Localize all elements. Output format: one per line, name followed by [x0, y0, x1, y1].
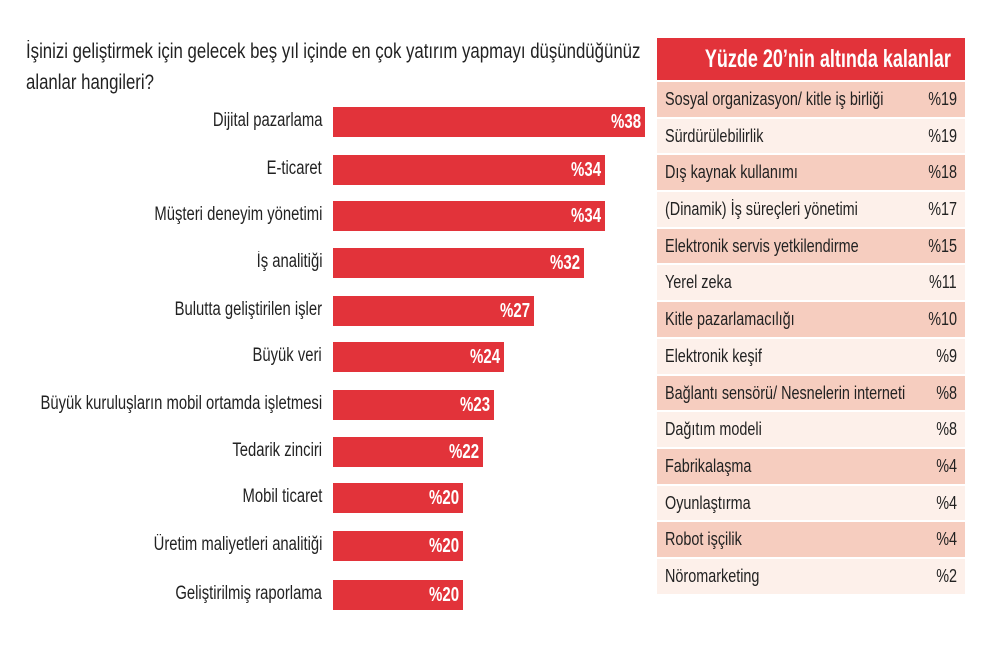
- data-label: %34: [570, 159, 601, 181]
- data-label: %38: [611, 111, 642, 133]
- bar-row: E-ticaret %34: [0, 155, 650, 185]
- under-20-panel: Yüzde 20’nin altında kalanlar Sosyal org…: [657, 38, 965, 594]
- category-label: Müşteri deneyim yönetimi: [153, 204, 322, 225]
- bar-row: Dijital pazarlama %38: [0, 107, 650, 137]
- chart-title: İşinizi geliştirmek için gelecek beş yıl…: [26, 40, 641, 94]
- row-name: Nöromarketing: [665, 565, 760, 586]
- panel-row: Nöromarketing %2: [657, 558, 965, 594]
- row-value: %11: [929, 272, 957, 293]
- row-value: %9: [936, 345, 957, 366]
- row-value: %4: [936, 455, 957, 476]
- bar-row: İş analitiği %32: [0, 248, 650, 278]
- bar-row: Bulutta geliştirilen işler %27: [0, 296, 650, 326]
- panel-row: Robot işçilik %4: [657, 522, 965, 557]
- bar: %34: [333, 201, 605, 231]
- panel-row: Sosyal organizasyon/ kitle iş birliği %19: [657, 82, 965, 117]
- data-label: %32: [550, 252, 581, 274]
- bar: %32: [333, 248, 585, 278]
- bar: %20: [333, 531, 464, 561]
- data-label: %34: [570, 205, 601, 227]
- category-label: Büyük kuruluşların mobil ortamda işletme…: [40, 393, 322, 414]
- panel-row: Dağıtım modeli %8: [657, 412, 965, 447]
- panel-title: Yüzde 20’nin altında kalanlar: [704, 45, 951, 73]
- bar: %27: [333, 296, 534, 326]
- data-label: %23: [459, 394, 490, 416]
- row-name: Fabrikalaşma: [665, 455, 752, 476]
- row-value: %19: [928, 89, 957, 109]
- row-value: %15: [928, 235, 957, 256]
- bar: %23: [333, 390, 494, 420]
- row-name: Sürdürülebilirlik: [665, 125, 764, 146]
- row-name: Robot işçilik: [665, 529, 742, 550]
- bar-row: Büyük veri %24: [0, 342, 650, 372]
- row-value: %4: [936, 529, 957, 550]
- panel-row: Dış kaynak kullanımı %18: [657, 155, 965, 191]
- row-value: %8: [936, 419, 957, 440]
- panel-row: Bağlantı sensörü/ Nesnelerin interneti %8: [657, 375, 965, 411]
- row-value: %2: [936, 565, 957, 586]
- bar: %38: [333, 107, 646, 137]
- data-label: %20: [429, 535, 460, 557]
- bar: %20: [333, 483, 464, 513]
- row-name: Elektronik servis yetkilendirme: [665, 235, 859, 256]
- row-value: %10: [928, 309, 957, 330]
- data-label: %24: [469, 346, 500, 368]
- category-label: Tedarik zinciri: [232, 440, 322, 461]
- bar-row: Müşteri deneyim yönetimi %34: [0, 201, 650, 231]
- bar: %20: [333, 580, 464, 610]
- category-label: E-ticaret: [266, 158, 322, 179]
- bar-row: Büyük kuruluşların mobil ortamda işletme…: [0, 390, 650, 420]
- row-value: %17: [928, 199, 957, 220]
- panel-row: Oyunlaştırma %4: [657, 485, 965, 521]
- row-name: Kitle pazarlamacılığı: [665, 309, 795, 330]
- bar: %22: [333, 437, 484, 467]
- row-name: Bağlantı sensörü/ Nesnelerin interneti: [665, 382, 906, 403]
- category-label: Dijital pazarlama: [212, 110, 322, 131]
- data-label: %22: [449, 441, 480, 463]
- category-label: Bulutta geliştirilen işler: [174, 299, 322, 320]
- row-value: %4: [936, 492, 957, 513]
- panel-row: (Dinamik) İş süreçleri yönetimi %17: [657, 192, 965, 227]
- panel-row: Elektronik servis yetkilendirme %15: [657, 228, 965, 264]
- row-name: Elektronik keşif: [665, 345, 762, 366]
- bar-row: Geliştirilmiş raporlama %20: [0, 580, 650, 610]
- data-label: %20: [429, 487, 460, 509]
- panel-row: Elektronik keşif %9: [657, 338, 965, 374]
- row-value: %18: [928, 162, 957, 183]
- panel-row: Yerel zeka %11: [657, 265, 965, 301]
- bar-row: Üretim maliyetleri analitiği %20: [0, 531, 650, 561]
- data-label: %20: [429, 584, 460, 606]
- row-name: Sosyal organizasyon/ kitle iş birliği: [665, 89, 884, 109]
- row-name: Dağıtım modeli: [665, 419, 762, 440]
- panel-header: Yüzde 20’nin altında kalanlar: [657, 38, 965, 80]
- row-name: Yerel zeka: [665, 272, 732, 293]
- panel-row: Sürdürülebilirlik %19: [657, 118, 965, 154]
- row-value: %19: [928, 125, 957, 146]
- bar: %24: [333, 342, 504, 372]
- category-label: İş analitiği: [256, 251, 322, 272]
- panel-row: Kitle pazarlamacılığı %10: [657, 302, 965, 337]
- category-label: Büyük veri: [252, 345, 322, 366]
- row-name: Dış kaynak kullanımı: [665, 162, 798, 183]
- bar: %34: [333, 155, 605, 185]
- bar-row: Mobil ticaret %20: [0, 483, 650, 513]
- data-label: %27: [499, 300, 530, 322]
- row-name: Oyunlaştırma: [665, 492, 751, 513]
- row-value: %8: [936, 382, 957, 403]
- panel-row: Fabrikalaşma %4: [657, 448, 965, 484]
- bar-row: Tedarik zinciri %22: [0, 437, 650, 467]
- category-label: Üretim maliyetleri analitiği: [153, 534, 322, 555]
- category-label: Geliştirilmiş raporlama: [175, 583, 322, 604]
- category-label: Mobil ticaret: [242, 486, 322, 507]
- row-name: (Dinamik) İş süreçleri yönetimi: [665, 199, 858, 220]
